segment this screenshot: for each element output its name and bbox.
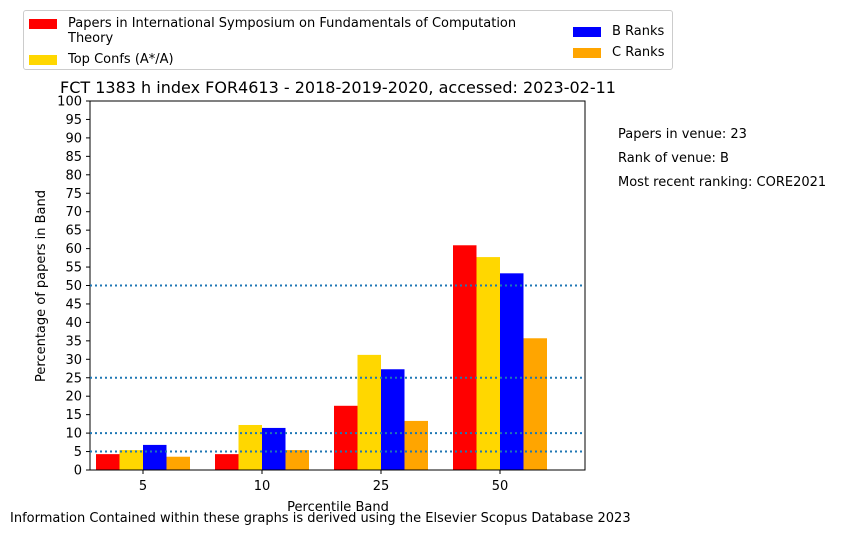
bar-series2-cat1 bbox=[262, 427, 286, 470]
y-tick-label: 20 bbox=[65, 390, 82, 405]
recent-ranking-note: Most recent ranking: CORE2021 bbox=[618, 175, 827, 190]
y-tick-label: 100 bbox=[57, 95, 82, 110]
bar-series2-cat0 bbox=[143, 444, 167, 470]
bar-series0-cat3 bbox=[453, 245, 477, 470]
bar-series0-cat0 bbox=[96, 454, 120, 470]
y-tick-label: 95 bbox=[65, 113, 82, 128]
legend-item-c-ranks: C Ranks bbox=[573, 45, 664, 60]
legend-label-top-confs: Top Confs (A*/A) bbox=[68, 52, 174, 67]
papers-in-venue-note: Papers in venue: 23 bbox=[618, 127, 747, 142]
bar-series0-cat1 bbox=[215, 454, 239, 470]
chart-title: FCT 1383 h index FOR4613 - 2018-2019-202… bbox=[60, 78, 616, 97]
y-tick-label: 25 bbox=[65, 371, 82, 386]
legend-swatch-top-confs bbox=[29, 55, 57, 65]
legend-item-b-ranks: B Ranks bbox=[573, 24, 664, 39]
y-tick-label: 80 bbox=[65, 168, 82, 183]
legend-item-top-confs: Top Confs (A*/A) bbox=[29, 52, 174, 67]
legend-swatch-c-ranks bbox=[573, 48, 601, 58]
x-tick-label: 10 bbox=[254, 479, 271, 494]
bar-series1-cat1 bbox=[238, 424, 262, 470]
bar-series2-cat2 bbox=[381, 369, 405, 470]
legend-item-venue: Papers in International Symposium on Fun… bbox=[29, 16, 549, 46]
bar-series3-cat0 bbox=[166, 456, 190, 470]
bar-series1-cat0 bbox=[119, 450, 143, 470]
bar-series1-cat2 bbox=[357, 354, 381, 470]
y-tick-label: 40 bbox=[65, 316, 82, 331]
legend-swatch-b-ranks bbox=[573, 27, 601, 37]
y-tick-label: 35 bbox=[65, 334, 82, 349]
y-tick-label: 15 bbox=[65, 408, 82, 423]
y-tick-label: 10 bbox=[65, 427, 82, 442]
legend-label-venue: Papers in International Symposium on Fun… bbox=[68, 16, 517, 46]
y-tick-label: 85 bbox=[65, 150, 82, 165]
legend-label-b-ranks: B Ranks bbox=[612, 24, 665, 39]
x-tick-label: 25 bbox=[373, 479, 390, 494]
y-tick-label: 0 bbox=[74, 464, 82, 479]
y-tick-label: 90 bbox=[65, 131, 82, 146]
legend-label-c-ranks: C Ranks bbox=[612, 45, 665, 60]
y-tick-label: 50 bbox=[65, 279, 82, 294]
bar-series2-cat3 bbox=[500, 273, 524, 470]
bar-series3-cat1 bbox=[285, 450, 309, 470]
y-tick-label: 75 bbox=[65, 187, 82, 202]
legend-swatch-venue bbox=[29, 19, 57, 29]
y-axis-label: Percentage of papers in Band bbox=[34, 190, 49, 382]
legend: Papers in International Symposium on Fun… bbox=[23, 10, 673, 70]
y-tick-label: 60 bbox=[65, 242, 82, 257]
x-tick-label: 5 bbox=[139, 479, 147, 494]
y-tick-label: 5 bbox=[74, 445, 82, 460]
data-source-footer: Information Contained within these graph… bbox=[10, 511, 631, 526]
bar-series1-cat3 bbox=[476, 257, 500, 470]
venue-rank-note: Rank of venue: B bbox=[618, 151, 729, 166]
y-tick-label: 65 bbox=[65, 224, 82, 239]
x-tick-label: 50 bbox=[492, 479, 509, 494]
bar-series3-cat3 bbox=[523, 338, 547, 470]
bar-series3-cat2 bbox=[404, 420, 428, 470]
y-tick-label: 45 bbox=[65, 297, 82, 312]
y-tick-label: 30 bbox=[65, 353, 82, 368]
x-axis-label: Percentile Band bbox=[287, 500, 389, 515]
y-tick-label: 70 bbox=[65, 205, 82, 220]
y-tick-label: 55 bbox=[65, 261, 82, 276]
bar-series0-cat2 bbox=[334, 405, 358, 470]
